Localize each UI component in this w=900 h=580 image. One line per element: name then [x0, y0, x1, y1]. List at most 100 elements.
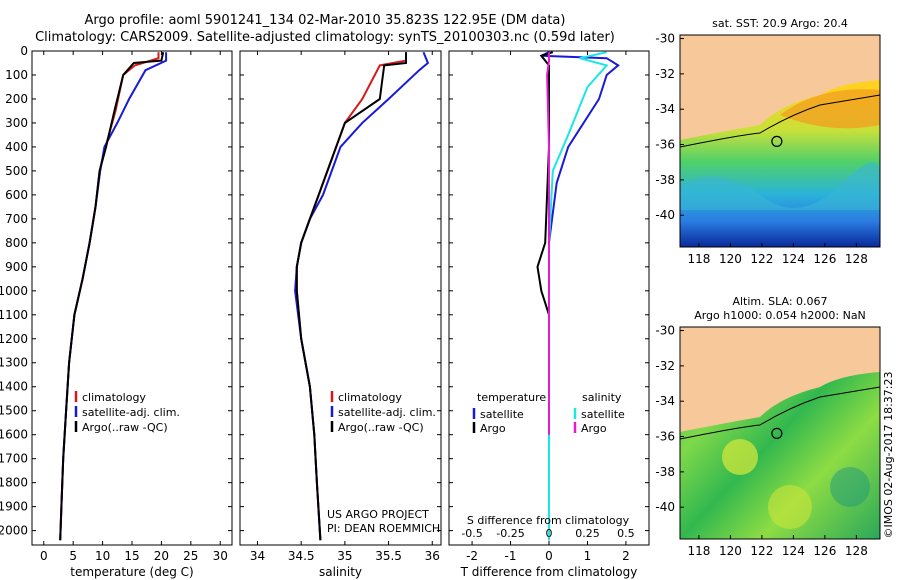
difference-x-tick-label: 1 — [584, 549, 592, 563]
latitude-tick-label: -30 — [655, 32, 675, 46]
difference-series-line-3 — [546, 52, 550, 435]
depth-tick-label: 700 — [5, 212, 28, 226]
map-frame — [679, 34, 881, 248]
difference-x-tick-label: -1 — [505, 549, 517, 563]
latitude-tick-label: -34 — [655, 102, 675, 116]
salinity-x-tick-label: 34.5 — [288, 549, 315, 563]
coastline — [679, 386, 881, 440]
s-difference-axis-label: S difference from climatology — [467, 514, 630, 527]
imos-credit: ©IMOS 02-Aug-2017 18:37:23 — [882, 372, 895, 539]
salinity-legend-entry: climatology — [338, 391, 402, 404]
temperature-axis-label: temperature (deg C) — [70, 565, 193, 579]
salinity-legend-entry: satellite — [581, 408, 625, 421]
salinity-x-tick-label: 35.5 — [375, 549, 402, 563]
latitude-tick-label: -40 — [655, 208, 675, 222]
salinity-x-tick-label: 35 — [337, 549, 352, 563]
map-title: sat. SST: 20.9 Argo: 20.4 — [712, 17, 848, 30]
longitude-tick-label: 122 — [750, 544, 773, 558]
depth-tick-label: 1700 — [0, 452, 28, 466]
depth-tick-label: 1000 — [0, 284, 28, 298]
chart-title-line-1: Argo profile: aoml 5901241_134 02-Mar-20… — [84, 13, 566, 28]
chart-title-line-2: Climatology: CARS2009. Satellite-adjuste… — [35, 30, 615, 45]
latitude-tick-label: -32 — [655, 359, 675, 373]
longitude-tick-label: 124 — [782, 252, 805, 266]
difference-x-tick-label: 0 — [545, 549, 553, 563]
s-difference-tick-label: -0.25 — [496, 527, 524, 540]
s-difference-tick-label: 0.25 — [575, 527, 600, 540]
cool-water-band — [680, 162, 880, 210]
salinity-x-tick-label: 34 — [250, 549, 265, 563]
depth-tick-label: 1600 — [0, 428, 28, 442]
depth-tick-label: 1400 — [0, 380, 28, 394]
longitude-tick-label: 126 — [813, 544, 836, 558]
map-frame — [679, 326, 881, 540]
sla-anomaly-patch — [830, 467, 870, 507]
map-subtitle: Argo h1000: 0.054 h2000: NaN — [694, 309, 866, 322]
temperature-x-tick-label: 20 — [154, 549, 169, 563]
salinity-plot-frame — [239, 50, 442, 546]
longitude-tick-label: 128 — [845, 544, 868, 558]
latitude-tick-label: -36 — [655, 138, 675, 152]
salinity-axis-label: salinity — [319, 565, 362, 579]
salinity-legend-entry: Argo — [581, 422, 607, 435]
depth-tick-label: 0 — [20, 44, 28, 58]
temperature-legend-title: temperature — [477, 391, 546, 404]
argo-float-marker — [771, 135, 783, 147]
map-panel-0: -30 -32 -34 -36 -38 -40 118 120 122 124 126 128 sat.… — [655, 17, 881, 266]
longitude-tick-label: 118 — [687, 544, 710, 558]
temperature-legend-entry: Argo — [480, 422, 506, 435]
longitude-tick-label: 118 — [687, 252, 710, 266]
depth-tick-label: 500 — [5, 164, 28, 178]
depth-tick-label: 1300 — [0, 356, 28, 370]
difference-series-line-1 — [536, 51, 554, 435]
depth-tick-label: 1800 — [0, 476, 28, 490]
salinity-series-line-2 — [295, 52, 407, 541]
depth-tick-label: 2000 — [0, 524, 28, 538]
temperature-legend-entry: Argo(..raw -QC) — [82, 421, 168, 434]
longitude-tick-label: 122 — [750, 252, 773, 266]
salinity-legend-entry: satellite-adj. clim. — [338, 406, 436, 419]
depth-tick-label: 900 — [5, 260, 28, 274]
depth-tick-label: 1500 — [0, 404, 28, 418]
salinity-legend-title: salinity — [582, 391, 622, 404]
project-annotation: PI: DEAN ROEMMICH — [327, 522, 440, 535]
temperature-plot-frame — [31, 50, 233, 546]
sla-anomaly-patch — [768, 485, 812, 529]
temperature-x-tick-label: 5 — [69, 549, 77, 563]
latitude-tick-label: -30 — [655, 324, 675, 338]
temperature-x-tick-label: 15 — [124, 549, 139, 563]
longitude-tick-label: 120 — [719, 544, 742, 558]
temperature-x-tick-label: 0 — [40, 549, 48, 563]
coastline — [679, 94, 881, 148]
depth-tick-label: 1100 — [0, 308, 28, 322]
salinity-x-tick-label: 36 — [425, 549, 440, 563]
temperature-x-tick-label: 10 — [95, 549, 110, 563]
temperature-legend-entry: climatology — [82, 391, 146, 404]
map-title: Altim. SLA: 0.067 — [732, 295, 827, 308]
argo-float-marker — [771, 427, 783, 439]
land-mass — [680, 35, 880, 140]
s-difference-tick-label: 0 — [546, 527, 553, 540]
difference-x-tick-label: -2 — [466, 549, 478, 563]
latitude-tick-label: -32 — [655, 67, 675, 81]
difference-x-tick-label: 2 — [622, 549, 630, 563]
land-mass — [680, 327, 880, 432]
temperature-x-tick-label: 30 — [213, 549, 228, 563]
s-difference-tick-label: -0.5 — [461, 527, 482, 540]
latitude-tick-label: -38 — [655, 465, 675, 479]
depth-tick-label: 100 — [5, 68, 28, 82]
difference-axis-label: T difference from climatology — [460, 565, 638, 579]
difference-panel: -2 -1 0 1 2 T difference from climatology — [448, 50, 650, 579]
longitude-tick-label: 126 — [813, 252, 836, 266]
temperature-panel: 0 5 10 15 20 25 300100200300400500600700800900… — [0, 44, 233, 579]
temperature-legend-entry: satellite-adj. clim. — [82, 406, 180, 419]
latitude-tick-label: -38 — [655, 173, 675, 187]
project-annotation: US ARGO PROJECT — [327, 508, 429, 521]
salinity-legend-entry: Argo(..raw -QC) — [338, 421, 424, 434]
latitude-tick-label: -36 — [655, 430, 675, 444]
depth-tick-label: 800 — [5, 236, 28, 250]
depth-tick-label: 200 — [5, 92, 28, 106]
longitude-tick-label: 128 — [845, 252, 868, 266]
temperature-legend-entry: satellite — [480, 408, 524, 421]
